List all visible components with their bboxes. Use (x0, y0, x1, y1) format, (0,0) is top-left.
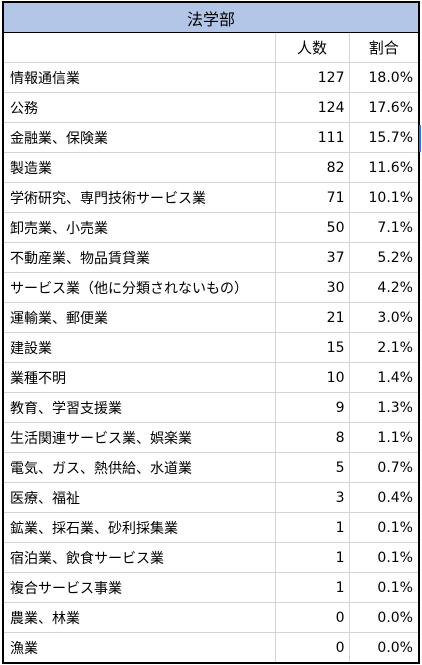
table-row: 電気、ガス、熱供給、水道業 5 0.7% (2, 452, 420, 483)
industry-name-cell[interactable]: 建設業 (2, 332, 276, 363)
header-cell-count[interactable]: 人数 (274, 32, 350, 63)
industry-name-cell[interactable]: 公務 (2, 92, 276, 123)
count-cell[interactable]: 1 (274, 512, 350, 543)
table-row: 製造業 82 11.6% (2, 152, 420, 183)
table-row: 生活関連サービス業、娯楽業 8 1.1% (2, 422, 420, 453)
industry-name-cell[interactable]: 鉱業、採石業、砂利採集業 (2, 512, 276, 543)
percent-cell[interactable]: 1.3% (348, 392, 420, 423)
header-row: 人数 割合 (2, 32, 420, 63)
table-row: 宿泊業、飲食サービス業 1 0.1% (2, 542, 420, 573)
count-cell[interactable]: 37 (274, 242, 350, 273)
percent-cell[interactable]: 0.0% (348, 602, 420, 633)
count-cell[interactable]: 5 (274, 452, 350, 483)
percent-cell[interactable]: 1.4% (348, 362, 420, 393)
header-cell-blank[interactable] (2, 32, 276, 63)
industry-name-cell[interactable]: 漁業 (2, 632, 276, 664)
industry-name-cell[interactable]: 不動産業、物品賃貸業 (2, 242, 276, 273)
industry-name-cell[interactable]: 業種不明 (2, 362, 276, 393)
count-cell[interactable]: 71 (274, 182, 350, 213)
table-title[interactable]: 法学部 (2, 1, 420, 33)
count-cell[interactable]: 9 (274, 392, 350, 423)
industry-name-cell[interactable]: 電気、ガス、熱供給、水道業 (2, 452, 276, 483)
table-row: 複合サービス事業 1 0.1% (2, 572, 420, 603)
table-row: 不動産業、物品賃貸業 37 5.2% (2, 242, 420, 273)
table-row: 業種不明 10 1.4% (2, 362, 420, 393)
percent-cell[interactable]: 11.6% (348, 152, 420, 183)
count-cell[interactable]: 10 (274, 362, 350, 393)
count-cell[interactable]: 0 (274, 602, 350, 633)
count-cell[interactable]: 15 (274, 332, 350, 363)
table-row: 情報通信業 127 18.0% (2, 62, 420, 93)
table-row: 漁業 0 0.0% (2, 632, 420, 664)
count-cell[interactable]: 50 (274, 212, 350, 243)
count-cell[interactable]: 127 (274, 62, 350, 93)
count-cell[interactable]: 1 (274, 542, 350, 573)
count-cell[interactable]: 0 (274, 632, 350, 664)
industry-name-cell[interactable]: 金融業、保険業 (2, 122, 276, 153)
industry-name-cell[interactable]: 農業、林業 (2, 602, 276, 633)
industry-name-cell[interactable]: 学術研究、専門技術サービス業 (2, 182, 276, 213)
count-cell[interactable]: 30 (274, 272, 350, 303)
industry-name-cell[interactable]: 製造業 (2, 152, 276, 183)
table-row: 医療、福祉 3 0.4% (2, 482, 420, 513)
percent-cell[interactable]: 2.1% (348, 332, 420, 363)
industry-name-cell[interactable]: 教育、学習支援業 (2, 392, 276, 423)
percent-cell[interactable]: 17.6% (348, 92, 420, 123)
title-row: 法学部 (2, 1, 420, 33)
table-row: 学術研究、専門技術サービス業 71 10.1% (2, 182, 420, 213)
percent-cell[interactable]: 0.1% (348, 512, 420, 543)
percent-cell[interactable]: 0.1% (348, 572, 420, 603)
industry-name-cell[interactable]: 生活関連サービス業、娯楽業 (2, 422, 276, 453)
percent-cell[interactable]: 15.7% (348, 122, 420, 153)
table-row: 鉱業、採石業、砂利採集業 1 0.1% (2, 512, 420, 543)
percent-cell[interactable]: 7.1% (348, 212, 420, 243)
table-row: 運輸業、郵便業 21 3.0% (2, 302, 420, 333)
table-row: 公務 124 17.6% (2, 92, 420, 123)
percent-cell[interactable]: 1.1% (348, 422, 420, 453)
table-row: 農業、林業 0 0.0% (2, 602, 420, 633)
table-row: 建設業 15 2.1% (2, 332, 420, 363)
industry-name-cell[interactable]: 医療、福祉 (2, 482, 276, 513)
industry-name-cell[interactable]: 宿泊業、飲食サービス業 (2, 542, 276, 573)
table-row: サービス業（他に分類されないもの） 30 4.2% (2, 272, 420, 303)
count-cell[interactable]: 8 (274, 422, 350, 453)
industry-name-cell[interactable]: 運輸業、郵便業 (2, 302, 276, 333)
count-cell[interactable]: 1 (274, 572, 350, 603)
industry-name-cell[interactable]: サービス業（他に分類されないもの） (2, 272, 276, 303)
selection-edge (419, 125, 421, 152)
percent-cell[interactable]: 0.7% (348, 452, 420, 483)
percent-cell[interactable]: 4.2% (348, 272, 420, 303)
percent-cell[interactable]: 3.0% (348, 302, 420, 333)
count-cell[interactable]: 82 (274, 152, 350, 183)
percent-cell[interactable]: 0.1% (348, 542, 420, 573)
table-row: 金融業、保険業 111 15.7% (2, 122, 420, 153)
industry-name-cell[interactable]: 情報通信業 (2, 62, 276, 93)
industry-name-cell[interactable]: 卸売業、小売業 (2, 212, 276, 243)
count-cell[interactable]: 3 (274, 482, 350, 513)
count-cell[interactable]: 111 (274, 122, 350, 153)
table-row: 教育、学習支援業 9 1.3% (2, 392, 420, 423)
percent-cell[interactable]: 18.0% (348, 62, 420, 93)
industry-name-cell[interactable]: 複合サービス事業 (2, 572, 276, 603)
percent-cell[interactable]: 5.2% (348, 242, 420, 273)
percent-cell[interactable]: 0.0% (348, 632, 420, 664)
percent-cell[interactable]: 0.4% (348, 482, 420, 513)
count-cell[interactable]: 21 (274, 302, 350, 333)
percent-cell[interactable]: 10.1% (348, 182, 420, 213)
table-row: 卸売業、小売業 50 7.1% (2, 212, 420, 243)
header-cell-percent[interactable]: 割合 (348, 32, 420, 63)
count-cell[interactable]: 124 (274, 92, 350, 123)
